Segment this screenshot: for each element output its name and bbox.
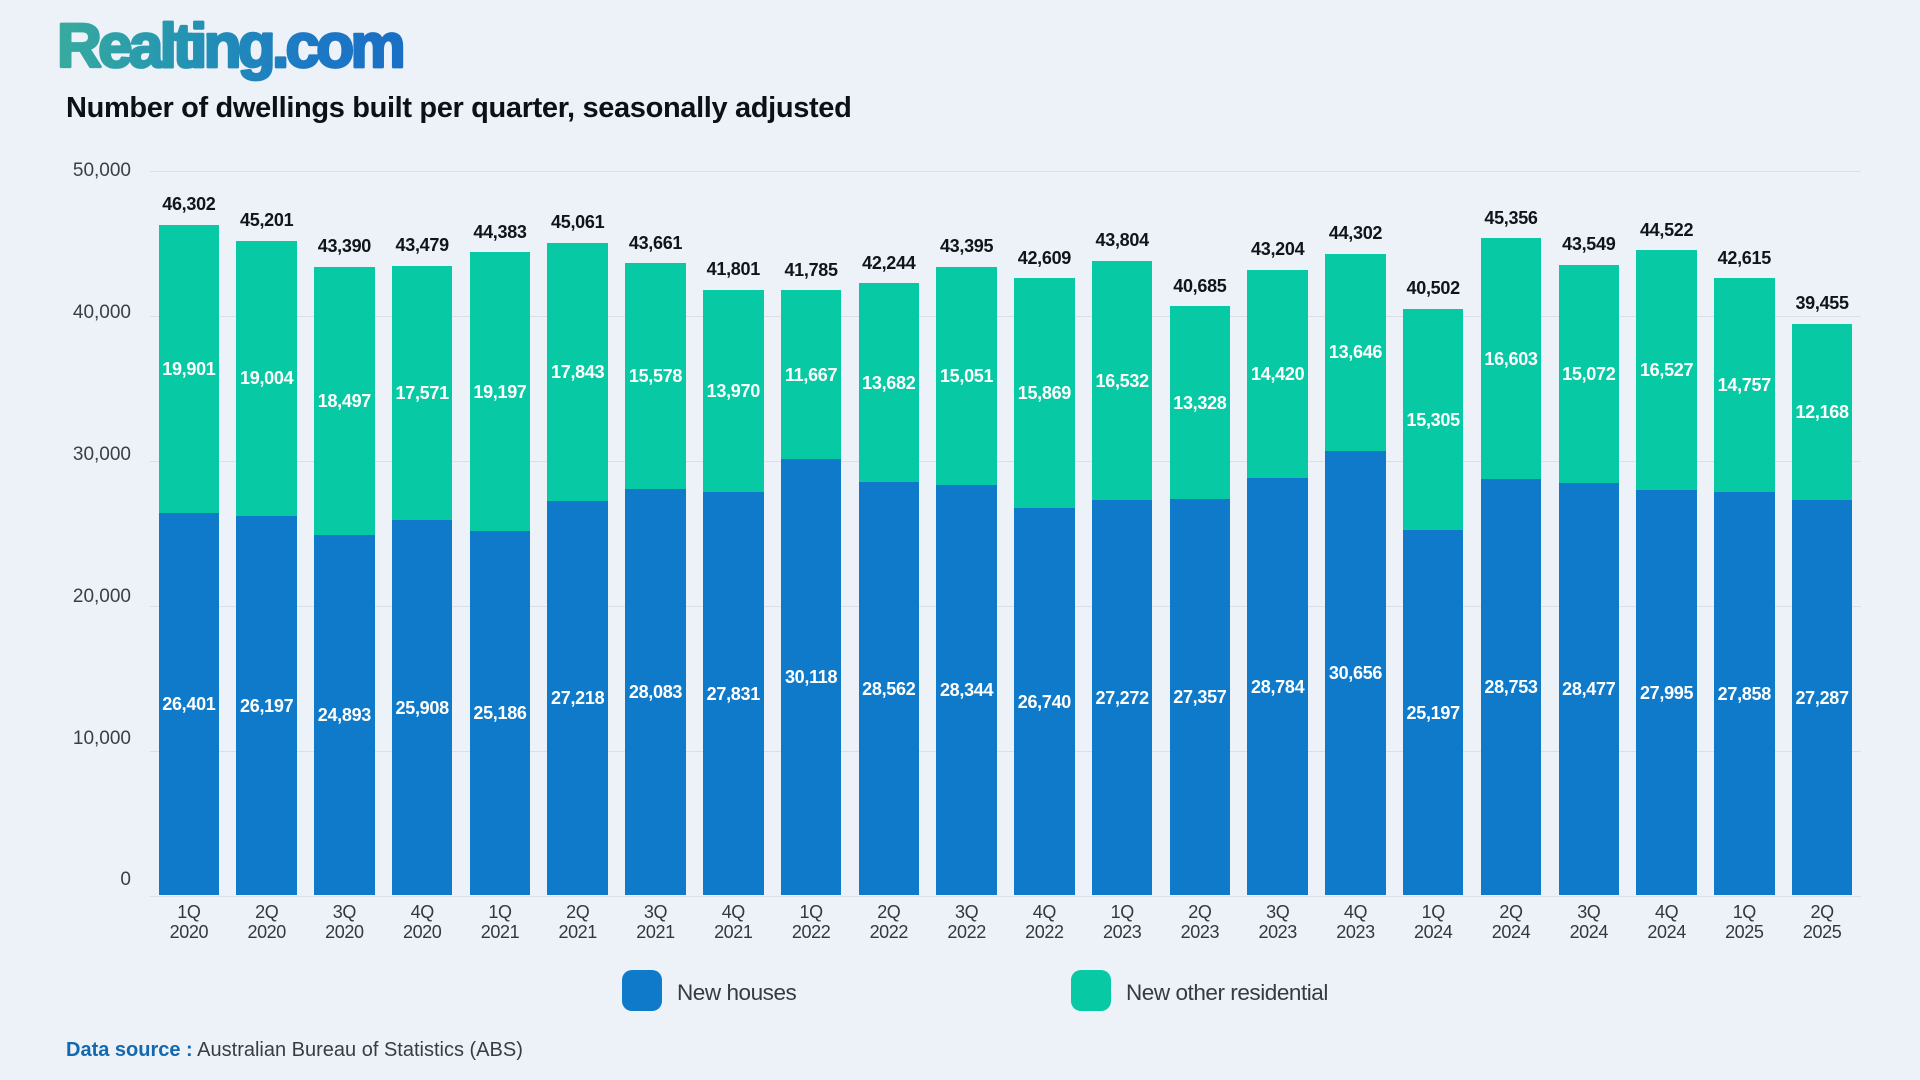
svg-text:Realting.com: Realting.com [57,12,402,81]
